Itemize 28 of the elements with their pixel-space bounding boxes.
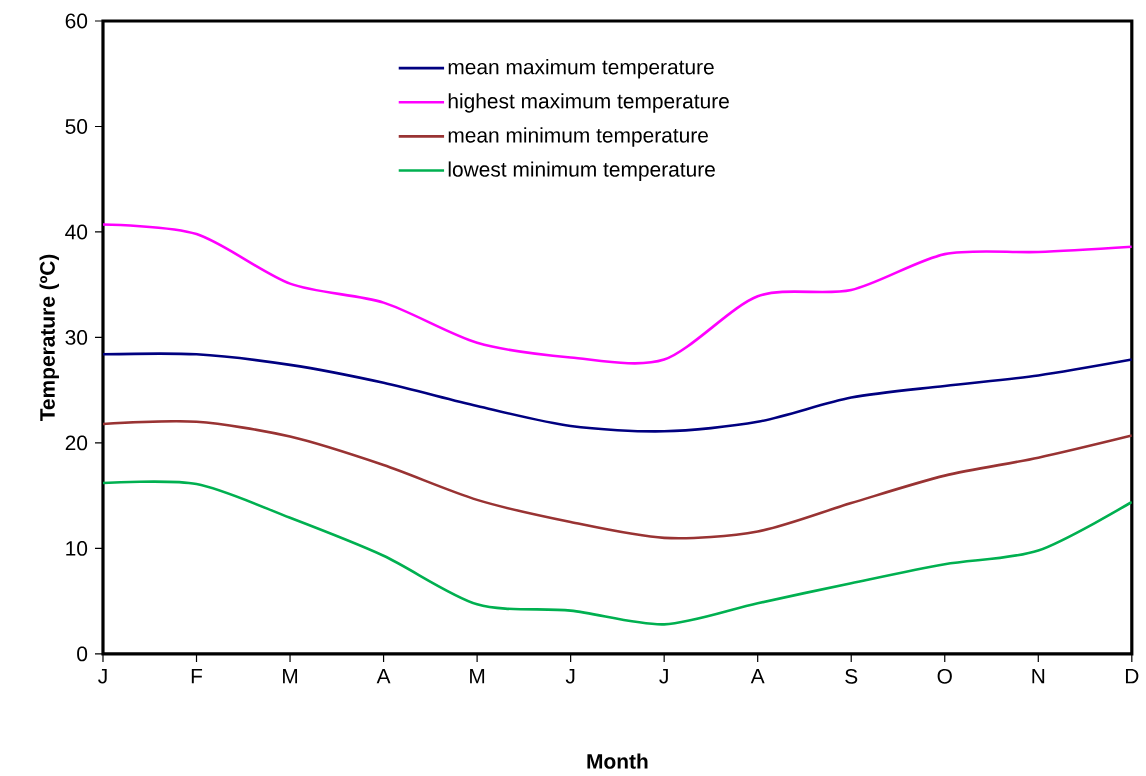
- x-tick-label: S: [845, 669, 858, 684]
- y-tick-label: 10: [66, 541, 88, 556]
- line-series: [102, 352, 1132, 433]
- x-tick-label: J: [565, 669, 575, 684]
- y-tick-label: 20: [65, 435, 88, 451]
- y-tick-label: 50: [65, 119, 88, 134]
- y-tick-label: 0: [77, 646, 88, 662]
- x-tick-label: J: [659, 669, 668, 684]
- x-tick-label: F: [191, 669, 203, 684]
- x-tick-label: A: [750, 669, 765, 684]
- x-tick-label: J: [98, 669, 107, 684]
- legend-label: highest maximum temperature: [448, 93, 729, 113]
- x-tick-label: M: [283, 669, 298, 684]
- x-tick-label: M: [470, 669, 485, 684]
- x-axis-title: Month: [587, 753, 648, 769]
- x-tick-label: O: [937, 669, 952, 684]
- legend-label: mean maximum temperature: [448, 59, 714, 79]
- line-series: [102, 420, 1132, 540]
- x-tick-label: A: [376, 669, 391, 684]
- legend-label: lowest minimum temperature: [448, 161, 715, 181]
- y-tick-label: 40: [65, 224, 88, 240]
- y-tick-label: 60: [65, 13, 88, 29]
- y-tick-label: 30: [65, 330, 88, 345]
- y-axis-title: Temperature (ºC): [39, 254, 59, 422]
- legend-label: mean minimum temperature: [448, 127, 708, 147]
- line-series: [102, 480, 1132, 626]
- x-tick-label: N: [1032, 669, 1045, 684]
- x-tick-label: D: [1125, 669, 1139, 684]
